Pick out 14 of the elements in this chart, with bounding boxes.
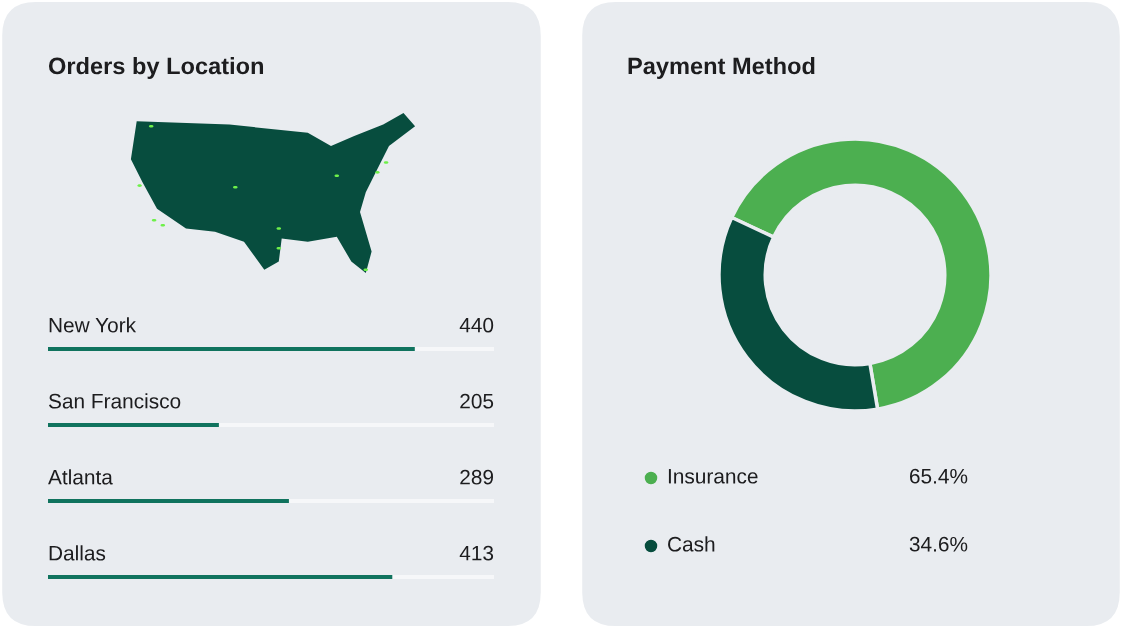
data-label: 289 <box>460 469 494 485</box>
data-label: 65.4% <box>909 468 968 484</box>
chart-title: Payment Method <box>628 57 815 79</box>
data-label: 34.6% <box>909 536 968 552</box>
chart-title: Orders by Location <box>48 57 264 79</box>
y-tick-label: Atlanta <box>48 469 113 485</box>
y-tick-label: Dallas <box>49 545 106 561</box>
legend-label: Insurance <box>668 469 758 484</box>
data-label: 440 <box>459 317 494 333</box>
data-label: 205 <box>460 393 494 409</box>
y-tick-label: New York <box>49 317 137 333</box>
y-tick-label: San Francisco <box>48 393 181 409</box>
data-label: 413 <box>459 545 494 561</box>
legend-label: Cash <box>668 536 715 552</box>
